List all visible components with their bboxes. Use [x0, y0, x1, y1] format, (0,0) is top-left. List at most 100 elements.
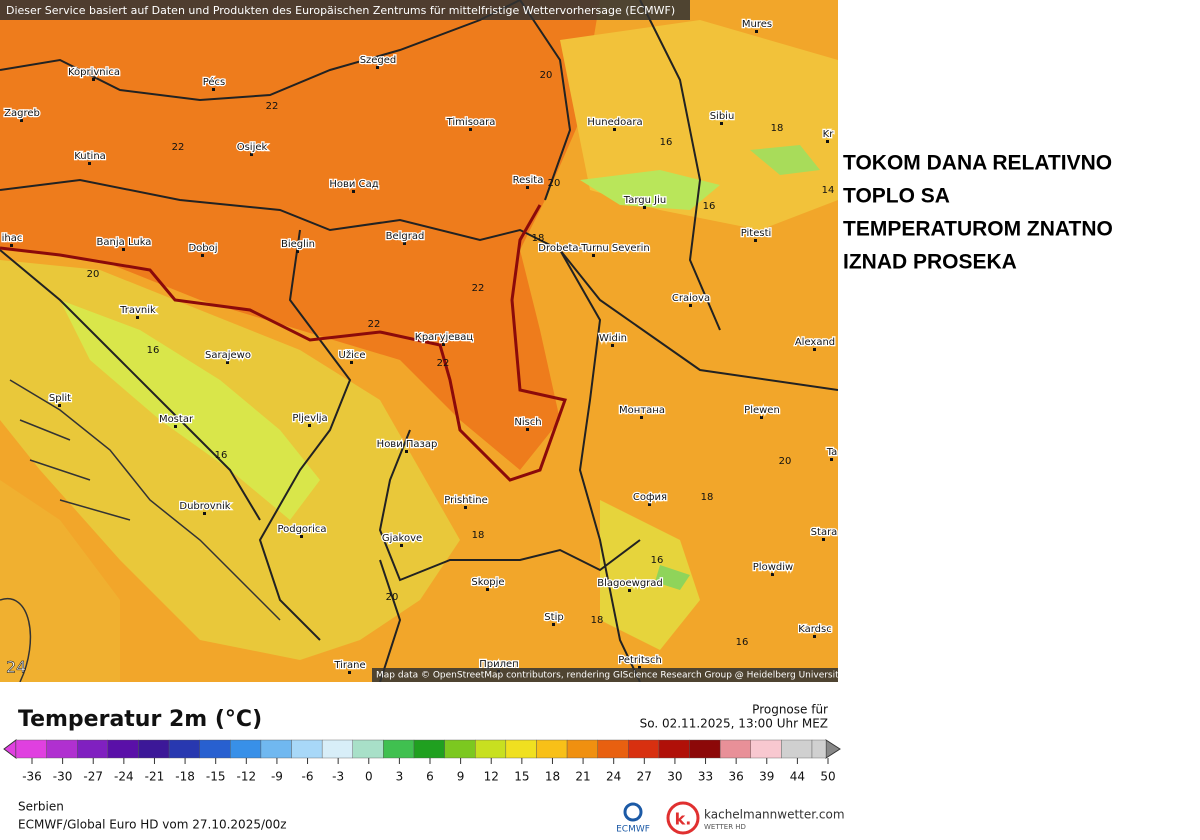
city-dot [212, 88, 215, 91]
city-label: Widin [599, 333, 627, 344]
city-dot [613, 128, 616, 131]
city-label: Prishtine [444, 495, 487, 506]
city-dot [552, 623, 555, 626]
city-label: Podgorica [277, 524, 326, 535]
contour-label: 20 [87, 269, 100, 280]
city-label: Belgrad [386, 231, 425, 242]
city-label: Sarajewo [205, 350, 251, 361]
legend-swatch [811, 739, 827, 759]
legend-tick-label: -36 [22, 770, 42, 784]
city-label: Zagreb [4, 108, 40, 119]
city-label: ihac [2, 233, 23, 244]
city-dot [611, 344, 614, 347]
contour-label: 18 [771, 123, 784, 134]
legend-tick-label: 9 [457, 770, 465, 784]
city-dot [400, 544, 403, 547]
city-label: Užice [339, 349, 366, 361]
legend-tick-label: -18 [175, 770, 195, 784]
city-label: Dubrovnik [179, 501, 230, 512]
legend-tick-label: 50 [820, 770, 835, 784]
legend-swatch [352, 739, 384, 759]
city-dot [92, 78, 95, 81]
ecmwf-logo: ECMWF [616, 825, 650, 835]
legend-right-arrow [825, 739, 841, 759]
legend-tick-label: 0 [365, 770, 373, 784]
contour-label: 22 [368, 319, 381, 330]
city-label: София [633, 492, 667, 503]
legend-swatch [77, 739, 109, 759]
legend-swatch [413, 739, 445, 759]
legend-swatch [291, 739, 323, 759]
legend-tick-label: 18 [545, 770, 560, 784]
city-dot [250, 153, 253, 156]
city-label: Монтана [619, 405, 665, 416]
city-label: Pécs [203, 76, 226, 88]
city-dot [58, 404, 61, 407]
city-label: Нови Сад [329, 179, 378, 190]
model: ECMWF/Global Euro HD vom 27.10.2025/00z [18, 818, 287, 832]
city-dot [640, 416, 643, 419]
legend-swatch [444, 739, 476, 759]
city-label: Kutina [74, 151, 106, 162]
city-label: Resita [513, 175, 544, 186]
city-label: Tirane [333, 660, 365, 671]
city-label: Нови Пазар [377, 439, 438, 450]
city-dot [689, 304, 692, 307]
legend-swatch [750, 739, 782, 759]
city-dot [442, 343, 445, 346]
city-label: Pljevlja [292, 413, 327, 424]
contour-label: 20 [540, 70, 553, 81]
city-dot [350, 361, 353, 364]
contour-label: 18 [472, 530, 485, 541]
legend-swatch [260, 739, 292, 759]
legend-swatch [566, 739, 598, 759]
attribution-band [372, 668, 838, 682]
legend-tick-label: -15 [206, 770, 226, 784]
city-label: Banja Luka [97, 237, 152, 248]
legend-swatch [658, 739, 690, 759]
ecmwf-icon [623, 802, 643, 822]
city-dot [628, 589, 631, 592]
legend-tick-label: -12 [237, 770, 257, 784]
contour-label: 22 [437, 358, 450, 369]
legend-tick-label: 39 [759, 770, 774, 784]
map [0, 0, 838, 682]
city-dot [464, 506, 467, 509]
contour-label: 22 [472, 283, 485, 294]
city-label: Timisoara [446, 117, 496, 128]
legend-tick-label: -21 [145, 770, 165, 784]
legend-swatch [199, 739, 231, 759]
city-dot [760, 416, 763, 419]
legend-tick-label: 21 [575, 770, 590, 784]
contour-label: 16 [703, 201, 716, 212]
contour-label: 16 [736, 637, 749, 648]
contour-label: 16 [660, 137, 673, 148]
annotation-line: TOPLO SA [843, 185, 950, 208]
annotation-line: TEMPERATUROM ZNATNO [843, 218, 1113, 241]
city-dot [20, 119, 23, 122]
city-label: Gjakove [382, 533, 422, 544]
legend-tick-label: 12 [484, 770, 499, 784]
city-dot [638, 666, 641, 669]
city-dot [754, 239, 757, 242]
legend-tick-label: 33 [698, 770, 713, 784]
city-dot [648, 503, 651, 506]
legend-swatch [781, 739, 813, 759]
city-dot [296, 250, 299, 253]
city-label: Прилеп [479, 659, 518, 670]
legend-left-arrow [3, 739, 17, 759]
city-dot [755, 30, 758, 33]
contour-label: 14 [822, 185, 835, 196]
city-label: Mostar [159, 414, 194, 425]
contour-label: 18 [701, 492, 714, 503]
legend-swatch [107, 739, 139, 759]
city-dot [405, 450, 408, 453]
legend-swatch [15, 739, 47, 759]
region: Serbien [18, 800, 64, 814]
city-label: Plowdiw [753, 562, 793, 573]
city-dot [486, 588, 489, 591]
city-label: Drobeta-Turnu Severin [538, 243, 649, 254]
legend-tick-label: -27 [83, 770, 103, 784]
forecast-label: Prognose für [752, 703, 828, 717]
